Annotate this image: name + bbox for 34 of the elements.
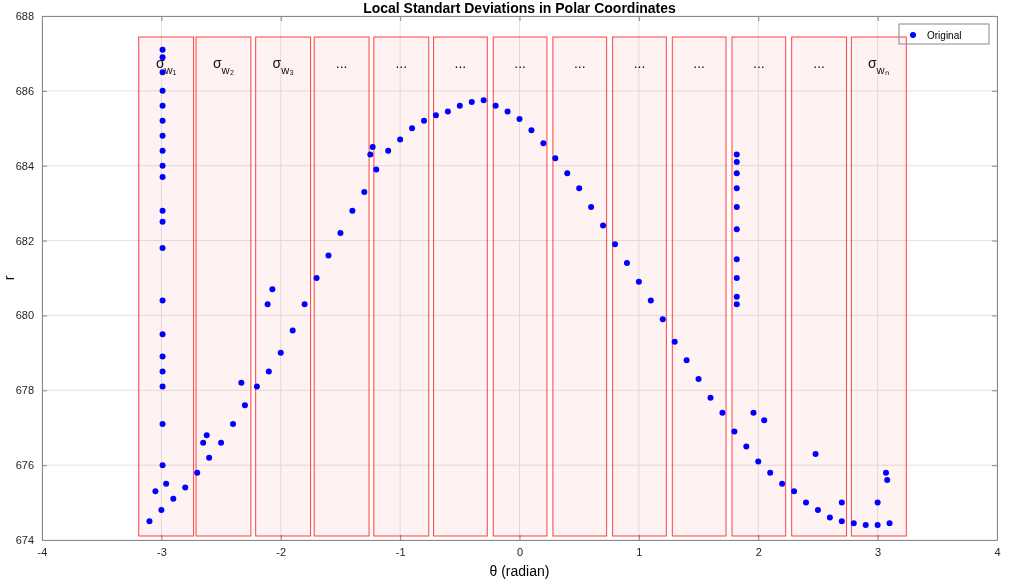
band-label: ... (573, 55, 586, 71)
band-label: ... (813, 55, 825, 71)
band-label: ... (454, 55, 467, 71)
y-tick-label: 676 (15, 459, 34, 472)
band-label: ... (693, 55, 705, 71)
x-tick-label: 0 (516, 545, 524, 558)
x-tick-label: 2 (755, 545, 762, 558)
chart-title: Local Standart Deviations in Polar Coordinates (363, 0, 677, 16)
x-tick-label: 3 (875, 545, 882, 558)
band-label: ... (753, 55, 765, 71)
y-tick-label: 678 (15, 384, 34, 397)
x-axis-title: θ (radian) (489, 563, 550, 579)
x-tick-label: 4 (994, 545, 1001, 558)
y-tick-label: 684 (15, 159, 34, 172)
x-tick-label: -2 (276, 545, 287, 558)
y-tick-label: 686 (15, 84, 34, 97)
band-label: ... (335, 55, 348, 71)
y-tick-label: 682 (15, 234, 34, 247)
band-label: σ$_{wₙ}$ (867, 55, 890, 76)
y-tick-label: 680 (15, 309, 34, 322)
band-label: σ$_{w₂}$ (212, 55, 234, 76)
y-tick-label: 674 (15, 534, 34, 547)
y-tick-label: 688 (15, 10, 34, 23)
band-label: ... (633, 55, 646, 71)
band-label: ... (395, 55, 408, 71)
band-label: σ$_{w₁}$ (155, 55, 177, 76)
x-tick-label: 1 (636, 545, 643, 558)
y-axis-title: r (1, 275, 17, 281)
x-tick-label: -1 (395, 545, 406, 558)
x-tick-label: -3 (156, 545, 167, 558)
band-label: ... (514, 55, 526, 71)
band-label: σ$_{w₃}$ (272, 55, 294, 76)
x-tick-label: -4 (37, 545, 48, 558)
legend-label: Original (927, 30, 962, 41)
